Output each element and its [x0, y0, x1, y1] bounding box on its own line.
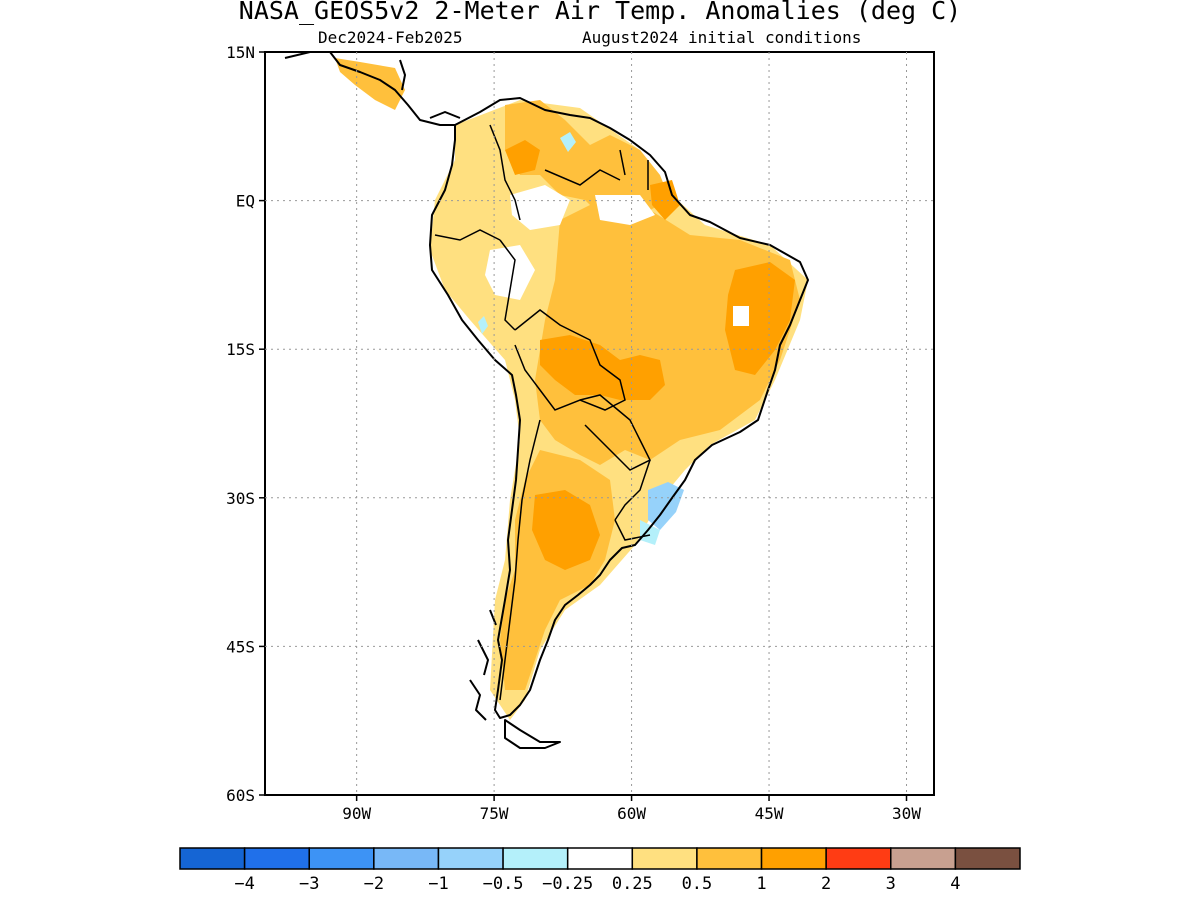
border-bolivia [514, 309, 626, 411]
near-zero-region-amazon [485, 245, 535, 300]
lon-tick-label: 30W [892, 804, 921, 823]
gridlines [265, 52, 934, 795]
colorbar-label: −1 [428, 874, 448, 894]
anomaly-region-strong-guiana [650, 180, 680, 220]
colorbar-label: 4 [950, 874, 960, 894]
colorbar-swatch [179, 847, 246, 870]
colorbar-label: −2 [364, 874, 384, 894]
lat-tick-label: EQ [236, 192, 255, 211]
border-colombia-venezuela [489, 124, 521, 221]
negative-region-peru [478, 316, 488, 334]
central-america-coastline [284, 52, 461, 126]
border-ecuador-peru [434, 229, 501, 241]
map-title: NASA_GEOS5v2 2-Meter Air Temp. Anomalies… [238, 0, 962, 25]
colorbar-label: 2 [821, 874, 831, 894]
border-peru-brazil [499, 239, 516, 331]
anomaly-region-strong-venezuela [505, 140, 540, 175]
lon-tick-label: 90W [342, 804, 371, 823]
negative-region-southeast-light [640, 520, 660, 545]
lon-tick-label: 60W [617, 804, 646, 823]
border-venezuela-brazil [544, 169, 621, 186]
colorbar-swatch [502, 847, 569, 870]
anomaly-region-strong-argentina [532, 490, 600, 570]
anomaly-region-medium-central-america [335, 58, 405, 110]
near-zero-region-north [510, 185, 570, 230]
lat-tick-label: 45S [226, 637, 255, 656]
colorbar: −4 −3 −2 −1 −0.5 −0.25 0.25 0.5 1 2 3 4 [179, 847, 1021, 894]
lat-tick-label: 60S [226, 786, 255, 805]
tierra-del-fuego-coastline [504, 719, 561, 749]
near-zero-region-guiana [595, 195, 655, 225]
initial-conditions: August2024 initial conditions [582, 28, 862, 47]
forecast-period: Dec2024-Feb2025 [318, 28, 463, 47]
axis-ticks: 15N EQ 15S 30S 45S 60S 90W 75W 60W 45W 30W [226, 43, 921, 823]
colorbar-label: 0.25 [612, 874, 653, 894]
colorbar-label: −4 [234, 874, 254, 894]
colorbar-label: −0.5 [483, 874, 524, 894]
colorbar-swatch [437, 847, 504, 870]
country-borders [434, 124, 652, 701]
colorbar-label: −3 [299, 874, 319, 894]
anomaly-region-medium [535, 200, 800, 465]
border-argentina-chile [499, 419, 541, 701]
coastlines [284, 52, 809, 749]
colorbar-label: 0.5 [682, 874, 713, 894]
south-america-coastline [429, 97, 809, 719]
colorbar-swatch [696, 847, 763, 870]
colorbar-swatch [373, 847, 440, 870]
colorbar-swatch [566, 847, 634, 870]
colorbar-swatch [954, 847, 1021, 870]
colorbar-label: 3 [886, 874, 896, 894]
colorbar-swatch [890, 847, 957, 870]
colorbar-label: 1 [756, 874, 766, 894]
border-uruguay [614, 519, 651, 541]
colorbar-label: −0.25 [542, 874, 593, 894]
anomaly-region-strong-northeast [725, 262, 795, 375]
negative-region-venezuela [560, 132, 576, 152]
border-guianas [619, 149, 649, 190]
colorbar-swatch [760, 847, 827, 870]
lon-tick-label: 75W [480, 804, 509, 823]
lon-tick-label: 45W [755, 804, 784, 823]
colorbar-swatch [825, 847, 892, 870]
colorbar-swatch [308, 847, 375, 870]
anomaly-region-medium-north [505, 100, 670, 215]
colorbar-swatch [243, 847, 310, 870]
lat-tick-label: 15N [226, 43, 255, 62]
lat-tick-label: 30S [226, 489, 255, 508]
near-zero-square [733, 306, 749, 326]
colorbar-swatch [631, 847, 698, 870]
anomaly-field [335, 58, 808, 720]
lat-tick-label: 15S [226, 340, 255, 359]
map-frame [264, 51, 935, 796]
